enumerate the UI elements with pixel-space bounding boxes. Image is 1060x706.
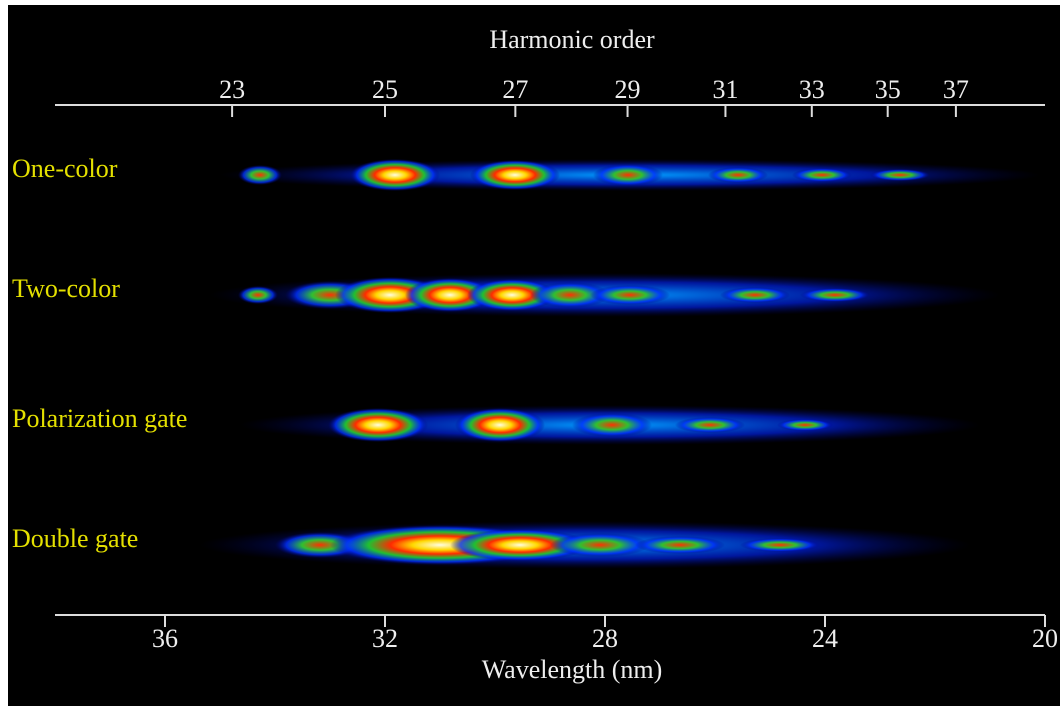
x-axis-title: Wavelength (nm) [482,655,663,684]
x2-tick-label: 29 [615,75,641,104]
x2-tick-label: 31 [712,75,738,104]
harmonic-peak [238,165,282,185]
x2-tick-label: 35 [875,75,901,104]
x2-tick-label: 25 [372,75,398,104]
row-label: Double gate [12,524,138,553]
x2-tick-label: 37 [943,75,969,104]
harmonic-peak [800,288,870,302]
harmonic-peak [792,168,852,182]
harmonic-peak [572,413,652,437]
harmonic-peak [238,286,278,304]
harmonic-peak [450,529,590,561]
harmonic-peak [675,417,745,433]
harmonic-peak [720,287,790,303]
x2-tick-label: 33 [799,75,825,104]
x-tick-label: 28 [592,624,618,653]
harmonic-peak [530,282,610,308]
image-background [8,5,1060,706]
harmonic-peak [635,536,725,554]
spectra: One-color Two-color Polarization gate Doubl… [12,154,1040,569]
harmonic-peak [405,278,495,312]
harmonic-peak [470,160,560,190]
row-label: One-color [12,154,118,183]
harmonic-peak [590,285,670,305]
row-label: Polarization gate [12,404,187,433]
harmonic-peak [467,279,557,311]
harmonic-peak [455,408,545,442]
harmonic-peak [777,419,833,431]
harmonic-peak [328,408,428,442]
row-label: Two-color [12,274,120,303]
x2-axis-title: Harmonic order [489,25,655,54]
harmonic-peak [550,533,650,557]
x-tick-label: 24 [812,624,838,653]
harmonic-peak [350,159,440,191]
x-tick-label: 32 [372,624,398,653]
x2-tick-label: 23 [219,75,245,104]
harmonic-peak [593,164,663,186]
x-tick-label: 20 [1032,624,1058,653]
harmonic-peak [740,538,820,552]
x-tick-label: 36 [152,624,178,653]
harmonic-peak [870,169,930,181]
harmonic-peak [708,167,768,183]
x2-tick-label: 27 [502,75,528,104]
